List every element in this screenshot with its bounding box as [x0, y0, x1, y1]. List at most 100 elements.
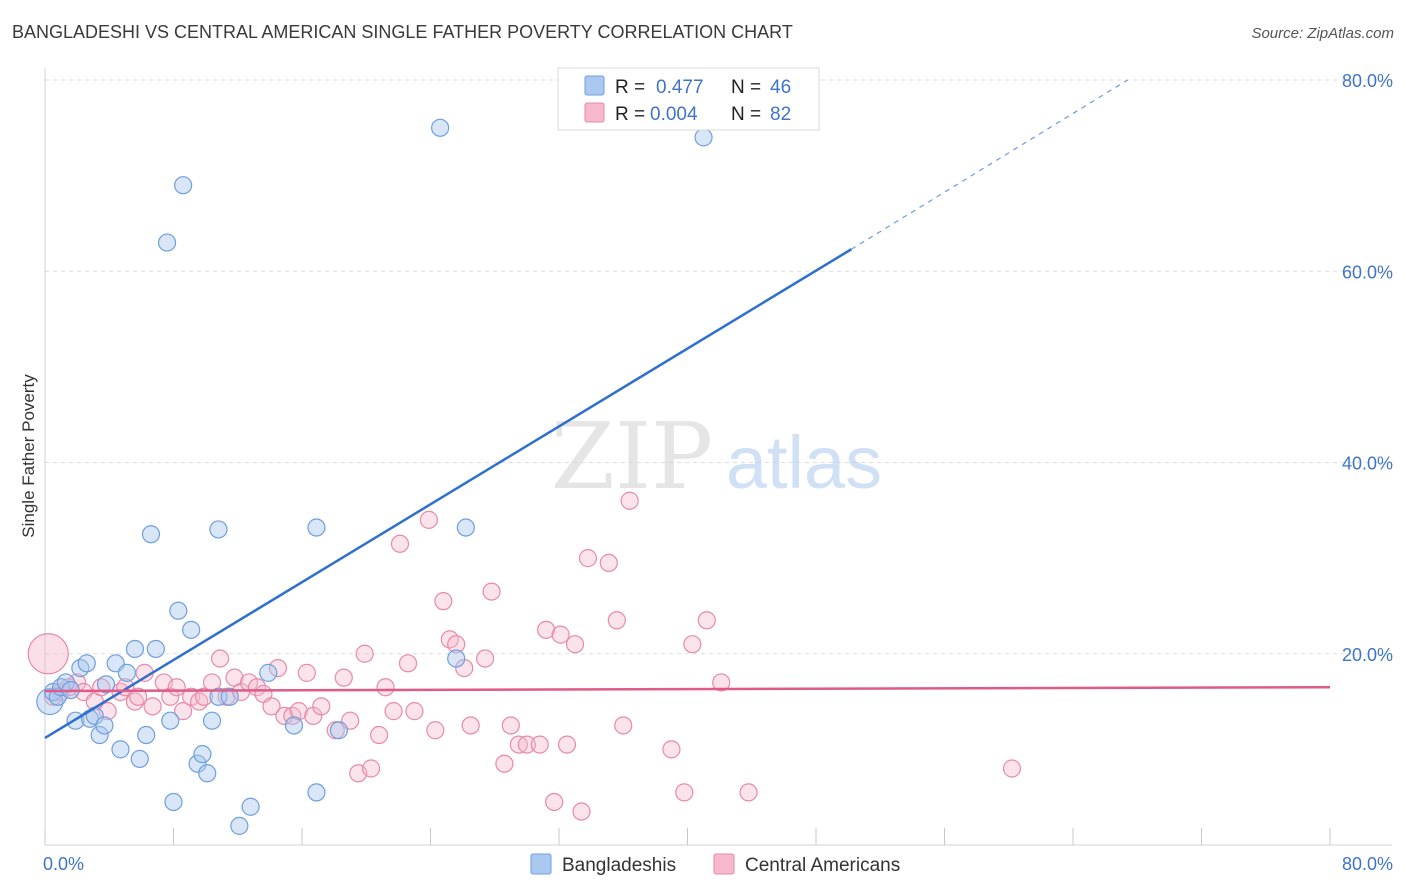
central-americans-point-64 — [537, 620, 556, 639]
bottom-legend: Bangladeshis Central Americans — [530, 853, 900, 876]
bangladeshis-point-44 — [456, 518, 475, 537]
central-americans-point-69 — [572, 802, 591, 821]
x-tick-label-1: 80.0% — [1342, 854, 1393, 874]
bangladeshis-point-22 — [157, 233, 177, 252]
bangladeshis-point-38 — [284, 716, 304, 735]
stats-legend-swatch-central-americans — [584, 102, 605, 123]
central-americans-point-18 — [174, 702, 193, 721]
central-americans-point-79 — [712, 673, 731, 692]
central-americans-point-65 — [545, 792, 564, 812]
bangladeshis-point-42 — [431, 118, 450, 137]
bangladeshis-point-37 — [259, 663, 278, 682]
central-americans-point-37 — [312, 697, 331, 716]
central-americans-point-54 — [447, 635, 466, 654]
bangladeshis-point-21 — [146, 639, 165, 659]
watermark-atlas: atlas — [726, 421, 882, 504]
bangladeshis-point-27 — [182, 620, 201, 639]
central-americans-point-75 — [662, 740, 681, 759]
central-americans-point-23 — [210, 649, 230, 668]
stats-r-label-1: R = — [615, 77, 645, 98]
tick-labels: 20.0% 40.0% 60.0% 80.0% 0.0% 80.0% — [43, 71, 1393, 874]
bangladeshis-point-16 — [117, 663, 137, 682]
chart-title: BANGLADESHI VS CENTRAL AMERICAN SINGLE F… — [12, 22, 793, 42]
central-americans-point-67 — [557, 735, 577, 754]
central-americans-point-63 — [530, 735, 549, 754]
y-tick-label-3: 80.0% — [1342, 71, 1393, 91]
bangladeshis-point-18 — [130, 749, 149, 769]
central-americans-point-50 — [419, 510, 438, 529]
central-americans-point-77 — [683, 635, 702, 654]
stats-legend: R = 0.477 N = 46 R = 0.004 N = 82 — [557, 67, 820, 131]
bangladeshis-point-39 — [307, 783, 326, 802]
bangladeshis-point-25 — [169, 601, 188, 620]
legend-label-central-americans: Central Americans — [745, 855, 900, 876]
central-americans-point-34 — [289, 702, 308, 721]
grid-lines — [45, 79, 1392, 655]
stats-legend-swatch-bangladeshis — [584, 75, 605, 96]
y-tick-label-1: 40.0% — [1342, 454, 1393, 474]
central-americans-point-81 — [1002, 759, 1022, 778]
bangladeshis-point-34 — [220, 687, 239, 706]
bangladeshis-point-17 — [125, 639, 145, 659]
y-axis-label: Single Father Poverty — [19, 374, 38, 538]
central-americans-point-45 — [376, 678, 395, 697]
legend-label-bangladeshis: Bangladeshis — [562, 855, 676, 876]
bangladeshis-point-11 — [90, 725, 109, 745]
legend-swatch-central-americans — [713, 853, 735, 875]
central-americans-point-48 — [398, 654, 418, 673]
central-americans-point-47 — [390, 534, 410, 553]
central-americans-point-0 — [27, 633, 69, 675]
central-americans-point-71 — [599, 553, 618, 573]
central-americans-trend-line — [44, 685, 1331, 693]
bangladeshis-point-41 — [329, 721, 349, 740]
trend-lines — [44, 79, 1331, 739]
central-americans-point-68 — [565, 635, 585, 654]
legend-swatch-bangladeshis — [530, 853, 552, 875]
y-tick-label-0: 20.0% — [1342, 645, 1393, 665]
stats-n-value-2: 82 — [770, 104, 791, 125]
bangladeshis-point-13 — [96, 675, 116, 694]
central-americans-point-12 — [129, 687, 148, 706]
central-americans-point-14 — [143, 697, 162, 716]
bangladeshis-point-23 — [161, 711, 180, 730]
bangladeshis-point-30 — [198, 764, 217, 783]
central-americans-point-57 — [476, 649, 495, 668]
bangladeshis-point-20 — [141, 525, 161, 544]
bangladeshis-point-24 — [164, 792, 183, 812]
central-americans-point-31 — [268, 658, 288, 678]
stats-r-value-2: 0.004 — [650, 104, 698, 125]
stats-n-label-2: N = — [731, 104, 761, 125]
central-americans-point-76 — [675, 783, 694, 802]
bangladeshis-point-0 — [36, 687, 64, 716]
central-americans-point-73 — [614, 716, 633, 735]
central-americans-point-52 — [434, 592, 453, 611]
bangladeshis-point-8 — [77, 654, 96, 673]
central-americans-point-72 — [607, 611, 626, 630]
central-americans-point-62 — [517, 735, 536, 754]
central-americans-point-80 — [739, 783, 758, 802]
y-tick-label-2: 60.0% — [1342, 262, 1393, 282]
central-americans-point-21 — [194, 687, 214, 706]
central-americans-point-58 — [482, 582, 501, 601]
central-americans-point-16 — [161, 687, 180, 706]
bangladeshis-point-28 — [188, 754, 207, 773]
central-americans-point-30 — [262, 697, 281, 716]
central-americans-points — [27, 491, 1022, 821]
bangladeshis-trend-extension — [851, 79, 1128, 250]
bangladeshis-points — [36, 118, 713, 835]
central-americans-point-43 — [361, 759, 381, 778]
bangladeshis-point-19 — [137, 725, 156, 745]
bangladeshis-point-29 — [193, 745, 212, 764]
bangladeshis-point-36 — [241, 797, 260, 816]
bangladeshis-point-43 — [447, 649, 466, 668]
bangladeshis-point-26 — [174, 176, 193, 195]
central-americans-point-44 — [370, 725, 389, 745]
stats-r-value-1: 0.477 — [656, 77, 704, 98]
central-americans-point-56 — [461, 716, 480, 735]
stats-n-label-1: N = — [731, 77, 761, 98]
central-americans-point-42 — [355, 644, 374, 663]
central-americans-point-78 — [697, 611, 716, 630]
axes — [44, 68, 1392, 846]
central-americans-point-39 — [334, 668, 353, 687]
